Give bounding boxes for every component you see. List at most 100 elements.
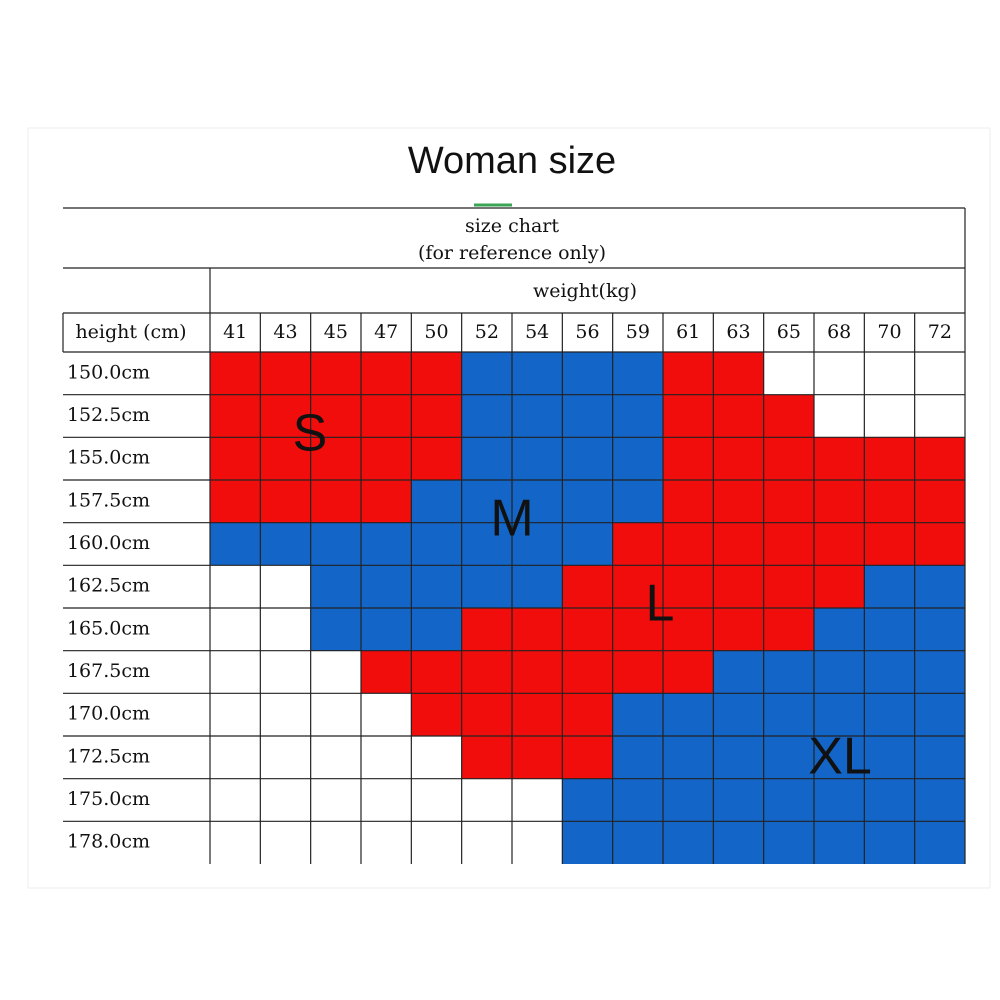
weight: 61 — [676, 321, 700, 343]
size-cell — [814, 608, 865, 651]
size-cell — [411, 821, 462, 864]
size-cell — [562, 522, 613, 566]
size-cell — [260, 608, 311, 651]
size-cell — [260, 480, 311, 523]
size-cell — [562, 437, 613, 480]
size-cell — [361, 565, 412, 608]
size-cell — [461, 437, 512, 480]
size-cell — [814, 736, 865, 779]
size-cell — [361, 437, 412, 480]
size-cell — [361, 608, 412, 651]
weight: 68 — [827, 321, 851, 343]
height: 162.5cm — [67, 575, 150, 597]
size-cell — [260, 394, 311, 438]
size-cell — [461, 565, 512, 608]
size-cell — [914, 480, 965, 523]
size-cell — [763, 650, 814, 694]
size-cell — [512, 565, 563, 608]
height: 152.5cm — [67, 404, 150, 426]
size-cell — [763, 778, 814, 822]
size-cell — [562, 480, 613, 523]
size-cell — [562, 693, 613, 736]
size-cell — [512, 650, 563, 694]
size-cell — [210, 650, 261, 694]
size-cell — [713, 608, 764, 651]
height: 160.0cm — [67, 532, 150, 554]
size-cell — [864, 821, 915, 864]
weight: 59 — [626, 321, 650, 343]
size-cell — [411, 736, 462, 779]
size-cell — [461, 608, 512, 651]
size-cell — [914, 522, 965, 566]
size-cell — [210, 522, 261, 566]
size-cell — [763, 352, 814, 395]
height: 170.0cm — [67, 703, 150, 725]
size-label: M — [490, 490, 533, 548]
size-cell — [210, 693, 261, 736]
height: 175.0cm — [67, 788, 150, 810]
size-cell — [461, 736, 512, 779]
size-cell — [210, 394, 261, 438]
size-cell — [612, 565, 663, 608]
size-cell — [864, 778, 915, 822]
size-cell — [461, 693, 512, 736]
size-cell — [763, 565, 814, 608]
size-cell — [411, 565, 462, 608]
size-cell — [612, 650, 663, 694]
size-cell — [310, 736, 361, 779]
weight: 56 — [575, 321, 599, 343]
weight: 43 — [273, 321, 297, 343]
size-cell — [612, 394, 663, 438]
size-cell — [310, 608, 361, 651]
size-cell — [612, 522, 663, 566]
size-cell — [411, 352, 462, 395]
size-cell — [310, 522, 361, 566]
height: 165.0cm — [67, 617, 150, 639]
weight: 45 — [324, 321, 348, 343]
size-cell — [864, 736, 915, 779]
size-cell — [663, 821, 714, 864]
size-cell — [763, 480, 814, 523]
weight: 41 — [223, 321, 247, 343]
height: 172.5cm — [67, 745, 150, 767]
size-cell — [260, 522, 311, 566]
size-cell — [210, 565, 261, 608]
size-cell — [663, 522, 714, 566]
title: Woman size — [408, 140, 616, 182]
size-cell — [763, 394, 814, 438]
size-cell — [562, 821, 613, 864]
size-label: L — [646, 575, 675, 633]
size-cell — [461, 778, 512, 822]
height: 155.0cm — [67, 447, 150, 469]
size-cell — [310, 693, 361, 736]
size-cell — [260, 650, 311, 694]
weight: 47 — [374, 321, 398, 343]
size-cell — [864, 480, 915, 523]
size-cell — [361, 736, 412, 779]
weight: 52 — [475, 321, 499, 343]
size-cell — [663, 437, 714, 480]
size-cell — [914, 736, 965, 779]
size-cell — [864, 394, 915, 438]
size-cell — [864, 693, 915, 736]
size-cell — [512, 821, 563, 864]
size-cell — [612, 736, 663, 779]
size-cell — [461, 821, 512, 864]
size-cell — [361, 650, 412, 694]
size-cell — [663, 736, 714, 779]
height: 157.5cm — [67, 489, 150, 511]
size-cell — [562, 736, 613, 779]
size-cell — [914, 608, 965, 651]
size-cell — [310, 821, 361, 864]
header-line: size chart — [465, 215, 559, 237]
height: 150.0cm — [67, 361, 150, 383]
size-cell — [310, 778, 361, 822]
size-cell — [914, 437, 965, 480]
size-cell — [663, 352, 714, 395]
size-label: XL — [808, 728, 872, 786]
size-cell — [512, 394, 563, 438]
size-cell — [864, 437, 915, 480]
size-cell — [663, 778, 714, 822]
size-cell — [763, 736, 814, 779]
size-cell — [814, 821, 865, 864]
